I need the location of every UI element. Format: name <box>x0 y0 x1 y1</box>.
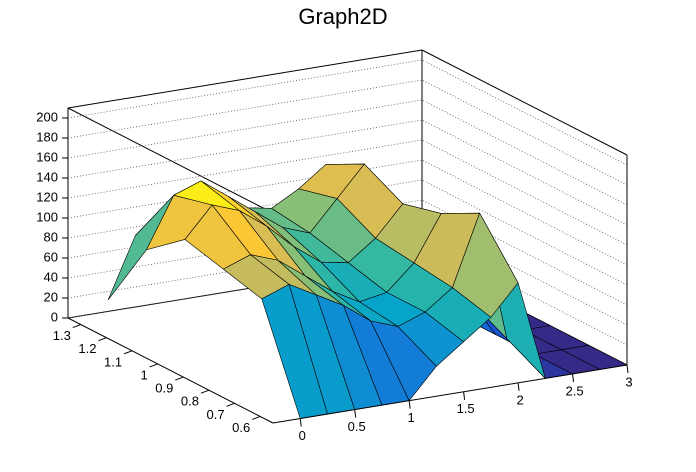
box-edge <box>421 49 628 156</box>
y-tick-label: 0.9 <box>155 381 173 396</box>
y-tick <box>149 363 158 368</box>
z-tick-label: 180 <box>36 129 58 144</box>
y-tick <box>252 415 261 420</box>
y-tick-label: 1 <box>140 367 147 382</box>
x-tick <box>517 382 520 391</box>
x-tick <box>572 373 575 382</box>
x-tick-label: 1 <box>408 410 415 425</box>
z-tick-label: 80 <box>44 229 58 244</box>
x-tick <box>626 364 629 374</box>
x-tick-label: 2.5 <box>565 383 583 398</box>
z-tick-label: 40 <box>44 269 58 284</box>
z-tick-label: 0 <box>51 309 58 324</box>
z-tick-label: 160 <box>36 149 58 164</box>
z-tick-label: 200 <box>36 109 58 124</box>
z-tick-label: 140 <box>36 169 58 184</box>
box-edge <box>67 107 274 214</box>
y-tick <box>98 337 107 342</box>
y-tick-label: 0.6 <box>232 420 250 435</box>
y-tick-label: 0.7 <box>206 407 224 422</box>
y-tick <box>226 402 235 407</box>
y-tick <box>175 376 184 381</box>
x-tick-label: 0 <box>299 428 306 443</box>
y-tick <box>123 350 133 355</box>
x-tick-label: 3 <box>625 374 632 389</box>
box-edge <box>272 364 628 424</box>
x-tick <box>463 391 466 400</box>
x-tick-label: 2 <box>516 392 523 407</box>
x-tick <box>299 418 302 427</box>
x-tick-label: 1.5 <box>457 401 475 416</box>
surface-cell <box>107 195 174 301</box>
z-tick-label: 100 <box>36 209 58 224</box>
x-tick <box>354 409 357 418</box>
y-tick <box>200 389 210 394</box>
y-tick-label: 1.3 <box>53 328 71 343</box>
x-tick-label: 0.5 <box>348 419 366 434</box>
z-tick-label: 20 <box>44 289 58 304</box>
chart-title: Graph2D <box>298 4 387 29</box>
box-edge <box>67 317 274 424</box>
y-tick-label: 0.8 <box>181 394 199 409</box>
box-edge <box>67 49 423 109</box>
y-tick-label: 1.2 <box>78 341 96 356</box>
x-tick <box>408 400 411 409</box>
z-tick-label: 60 <box>44 249 58 264</box>
z-tick-label: 120 <box>36 189 58 204</box>
y-tick-label: 1.1 <box>104 354 122 369</box>
y-tick <box>72 324 81 329</box>
